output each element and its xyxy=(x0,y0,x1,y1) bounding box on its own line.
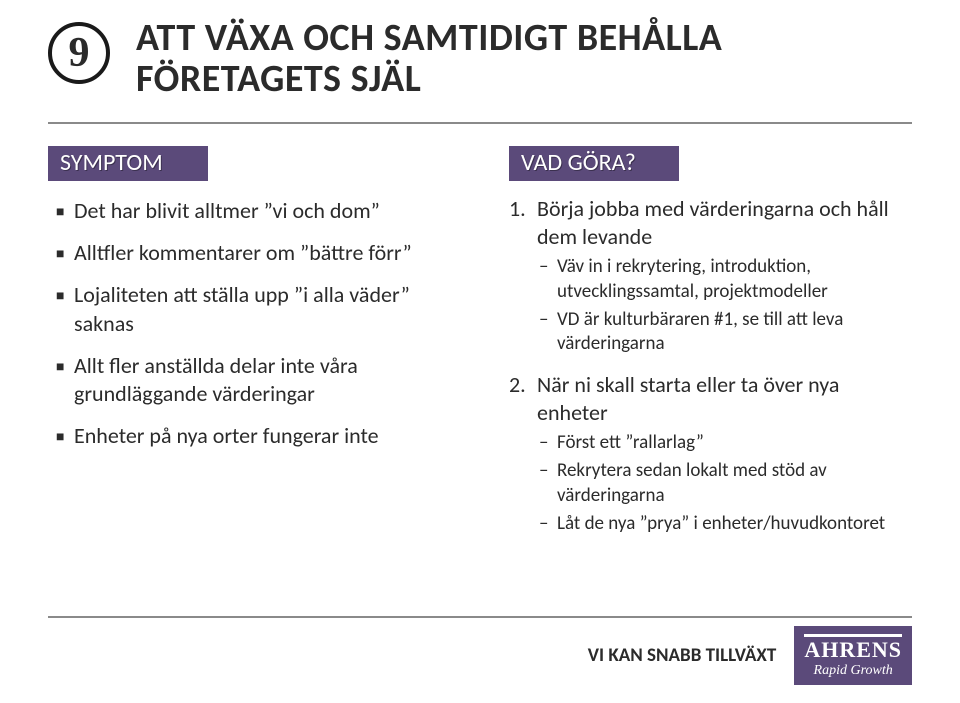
slide: 9 ATT VÄXA OCH SAMTIDIGT BEHÅLLA FÖRETAG… xyxy=(0,0,960,703)
list-item: ■Enheter på nya orter fungerar inte xyxy=(56,422,459,450)
dash-icon: – xyxy=(539,255,557,279)
footer-row: VI KAN SNABB TILLVÄXT AHRENS Rapid Growt… xyxy=(48,626,912,685)
column-symptom: SYMPTOM ■Det har blivit alltmer ”vi och … xyxy=(48,146,459,540)
sub-item: –Först ett ”rallarlag” xyxy=(539,431,912,455)
sub-item: –VD är kulturbäraren #1, se till att lev… xyxy=(539,308,912,357)
sub-text: Rekrytera sedan lokalt med stöd av värde… xyxy=(557,459,912,508)
dash-icon: – xyxy=(539,431,557,455)
dash-icon: – xyxy=(539,512,557,536)
item-text: Det har blivit alltmer ”vi och dom” xyxy=(74,197,459,225)
numbered-item: 1. Börja jobba med värderingarna och hål… xyxy=(509,195,912,251)
symptom-list: ■Det har blivit alltmer ”vi och dom” ■Al… xyxy=(48,197,459,450)
bullet-icon: ■ xyxy=(56,245,74,263)
list-item: ■Allt fler anställda delar inte våra gru… xyxy=(56,352,459,408)
item-text: Allt fler anställda delar inte våra grun… xyxy=(74,352,459,408)
header-row: 9 ATT VÄXA OCH SAMTIDIGT BEHÅLLA FÖRETAG… xyxy=(48,18,912,100)
item-number: 1. xyxy=(509,195,537,223)
bullet-icon: ■ xyxy=(56,358,74,376)
item-text: När ni skall starta eller ta över nya en… xyxy=(537,371,912,427)
dash-icon: – xyxy=(539,459,557,483)
footer-tagline: VI KAN SNABB TILLVÄXT xyxy=(588,644,777,667)
slide-number: 9 xyxy=(69,29,90,77)
item-text: Alltfler kommentarer om ”bättre förr” xyxy=(74,239,459,267)
sub-text: Väv in i rekrytering, introduktion, utve… xyxy=(557,255,912,304)
title-line-1: ATT VÄXA OCH SAMTIDIGT BEHÅLLA xyxy=(136,18,722,59)
logo-subtitle: Rapid Growth xyxy=(814,663,893,679)
vad-gora-list: 1. Börja jobba med värderingarna och hål… xyxy=(501,195,912,536)
list-item: ■Alltfler kommentarer om ”bättre förr” xyxy=(56,239,459,267)
sub-text: Låt de nya ”prya” i enheter/huvudkontore… xyxy=(557,512,912,536)
dash-icon: – xyxy=(539,308,557,332)
bullet-icon: ■ xyxy=(56,428,74,446)
item-text: Lojaliteten att ställa upp ”i alla väder… xyxy=(74,281,459,337)
footer: VI KAN SNABB TILLVÄXT AHRENS Rapid Growt… xyxy=(48,616,912,685)
title-block: ATT VÄXA OCH SAMTIDIGT BEHÅLLA FÖRETAGET… xyxy=(136,18,722,100)
vad-gora-header: VAD GÖRA? xyxy=(509,146,679,181)
symptom-header: SYMPTOM xyxy=(48,146,208,181)
title-line-2: FÖRETAGETS SJÄL xyxy=(136,59,722,100)
slide-number-badge: 9 xyxy=(48,22,110,84)
logo-name: AHRENS xyxy=(804,639,902,661)
column-vad-gora: VAD GÖRA? 1. Börja jobba med värderingar… xyxy=(501,146,912,540)
sub-item: –Låt de nya ”prya” i enheter/huvudkontor… xyxy=(539,512,912,536)
logo-ahrens: AHRENS Rapid Growth xyxy=(794,626,912,685)
list-item: ■Det har blivit alltmer ”vi och dom” xyxy=(56,197,459,225)
sub-text: Först ett ”rallarlag” xyxy=(557,431,912,455)
list-item: ■Lojaliteten att ställa upp ”i alla väde… xyxy=(56,281,459,337)
sub-item: –Rekrytera sedan lokalt med stöd av värd… xyxy=(539,459,912,508)
sub-text: VD är kulturbäraren #1, se till att leva… xyxy=(557,308,912,357)
item-text: Börja jobba med värderingarna och håll d… xyxy=(537,195,912,251)
bullet-icon: ■ xyxy=(56,287,74,305)
divider-bottom xyxy=(48,616,912,618)
divider-top xyxy=(48,122,912,124)
bullet-icon: ■ xyxy=(56,203,74,221)
numbered-item: 2. När ni skall starta eller ta över nya… xyxy=(509,371,912,427)
columns: SYMPTOM ■Det har blivit alltmer ”vi och … xyxy=(48,146,912,540)
sub-item: –Väv in i rekrytering, introduktion, utv… xyxy=(539,255,912,304)
item-number: 2. xyxy=(509,371,537,399)
item-text: Enheter på nya orter fungerar inte xyxy=(74,422,459,450)
